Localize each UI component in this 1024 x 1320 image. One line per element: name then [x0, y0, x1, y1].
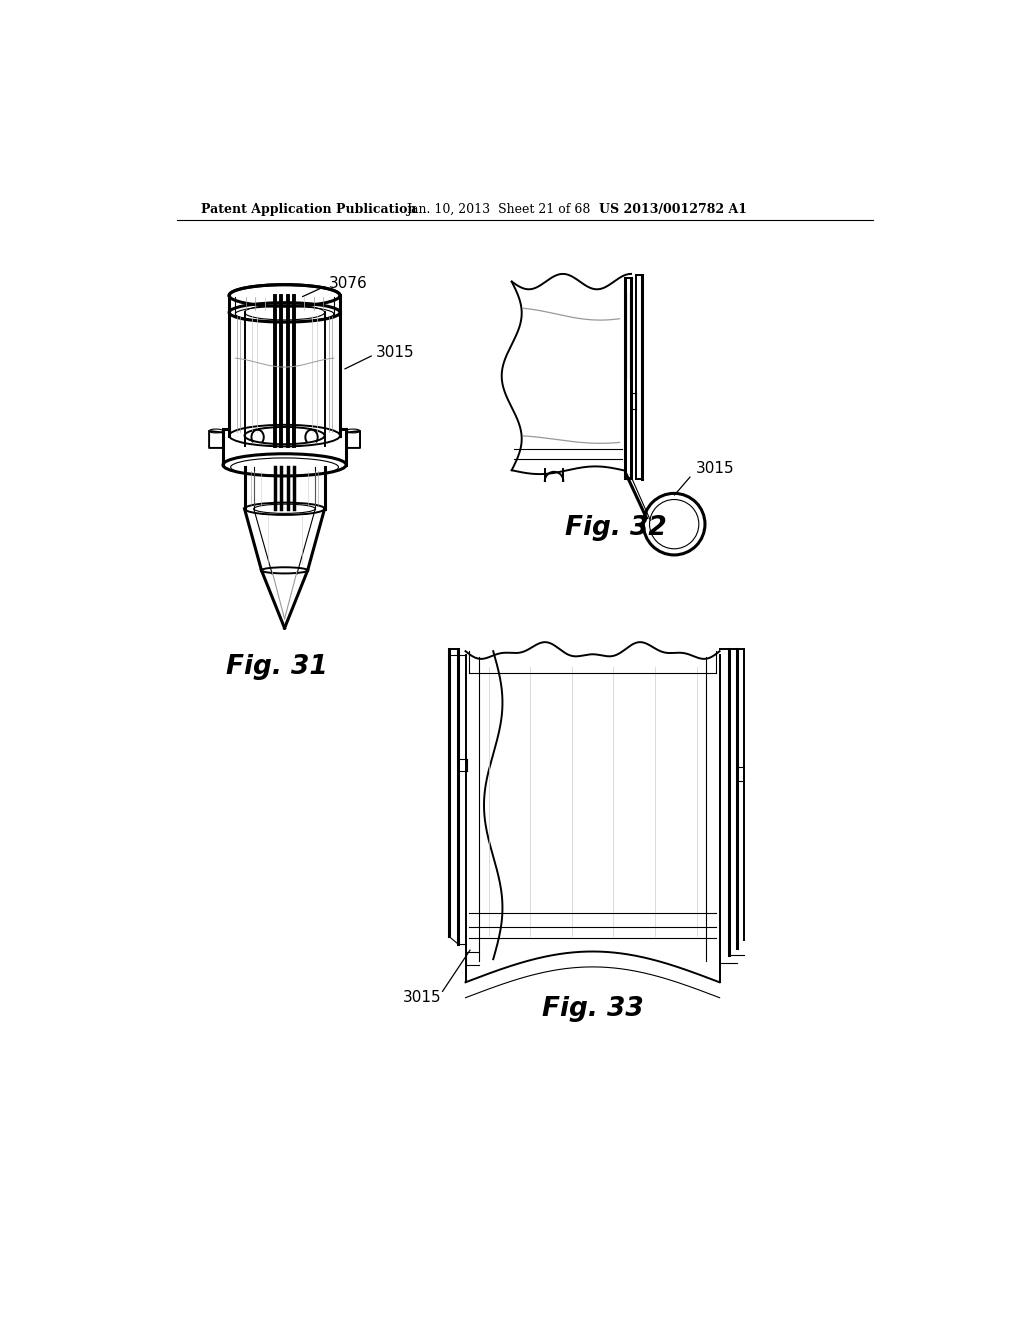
Text: 3015: 3015: [402, 990, 441, 1006]
Text: Fig. 32: Fig. 32: [565, 515, 667, 541]
Text: 3015: 3015: [695, 461, 734, 477]
Text: Fig. 33: Fig. 33: [542, 997, 643, 1022]
Text: 3015: 3015: [376, 345, 414, 360]
Text: Jan. 10, 2013  Sheet 21 of 68: Jan. 10, 2013 Sheet 21 of 68: [407, 203, 591, 216]
Text: Patent Application Publication: Patent Application Publication: [202, 203, 417, 216]
Text: US 2013/0012782 A1: US 2013/0012782 A1: [599, 203, 746, 216]
Text: Fig. 31: Fig. 31: [226, 653, 328, 680]
Text: 3076: 3076: [330, 276, 368, 290]
